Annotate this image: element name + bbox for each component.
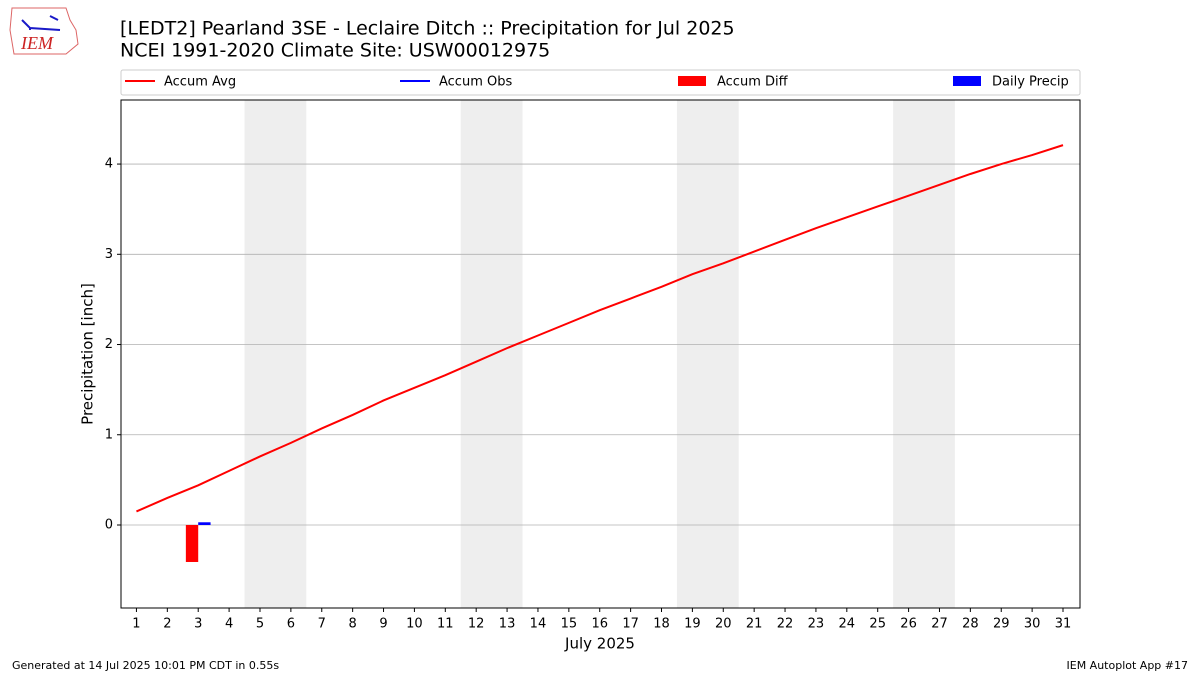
weekend-shade: [893, 100, 955, 608]
plot-frame: [120, 99, 1081, 609]
logo-text: IEM: [20, 33, 54, 53]
x-tick-label: 9: [379, 617, 387, 632]
y-tick-label: 4: [105, 157, 113, 172]
y-tick-label: 1: [105, 427, 113, 442]
chart-subtitle: NCEI 1991-2020 Climate Site: USW00012975: [120, 40, 550, 62]
legend-label: Accum Obs: [439, 75, 512, 90]
x-tick-label: 27: [931, 617, 948, 632]
x-tick-label: 17: [622, 617, 639, 632]
x-tick-label: 29: [993, 617, 1010, 632]
chart-title: [LEDT2] Pearland 3SE - Leclaire Ditch ::…: [120, 18, 735, 40]
x-tick-label: 4: [225, 617, 233, 632]
x-axis-label: July 2025: [564, 635, 635, 653]
legend-label: Daily Precip: [992, 75, 1069, 90]
legend-swatch: [953, 76, 981, 86]
y-tick-label: 0: [105, 517, 113, 532]
x-tick-label: 24: [839, 617, 856, 632]
x-tick-label: 3: [194, 617, 202, 632]
y-tick-label: 3: [105, 247, 113, 262]
x-tick-label: 30: [1024, 617, 1041, 632]
logo-icon: [21, 15, 61, 31]
x-tick-label: 10: [406, 617, 423, 632]
x-tick-label: 28: [962, 617, 979, 632]
x-tick-label: 13: [499, 617, 516, 632]
footer-right: IEM Autoplot App #17: [1067, 659, 1189, 672]
x-tick-label: 21: [746, 617, 763, 632]
x-tick-label: 20: [715, 617, 732, 632]
x-tick-label: 19: [684, 617, 701, 632]
line: [136, 144, 1064, 513]
legend-label: Accum Avg: [164, 75, 236, 90]
x-tick-label: 1: [132, 617, 140, 632]
x-tick-label: 16: [591, 617, 608, 632]
logo-outline: [9, 7, 79, 55]
weekend-shade: [676, 100, 739, 608]
x-tick-label: 26: [900, 617, 917, 632]
x-tick-label: 8: [349, 617, 357, 632]
x-tick-label: 11: [437, 617, 454, 632]
x-tick-label: 25: [869, 617, 886, 632]
bar: [198, 522, 211, 525]
x-tick-label: 7: [318, 617, 326, 632]
x-tick-label: 23: [808, 617, 825, 632]
x-tick-label: 22: [777, 617, 794, 632]
y-axis-label: Precipitation [inch]: [79, 283, 97, 425]
logo: IEM: [9, 7, 79, 55]
legend-swatch: [678, 76, 706, 86]
x-tick-label: 6: [287, 617, 295, 632]
y-tick-label: 2: [105, 337, 113, 352]
weekend-shade: [244, 100, 307, 608]
footer-left: Generated at 14 Jul 2025 10:01 PM CDT in…: [12, 659, 279, 672]
x-tick-label: 15: [561, 617, 578, 632]
x-tick-label: 18: [653, 617, 670, 632]
x-tick-label: 14: [530, 617, 547, 632]
x-tick-label: 12: [468, 617, 485, 632]
x-tick-label: 5: [256, 617, 264, 632]
bar: [185, 524, 199, 562]
x-tick-label: 2: [163, 617, 171, 632]
x-tick-label: 31: [1055, 617, 1072, 632]
legend-box: [120, 69, 1081, 96]
legend-label: Accum Diff: [717, 75, 789, 90]
